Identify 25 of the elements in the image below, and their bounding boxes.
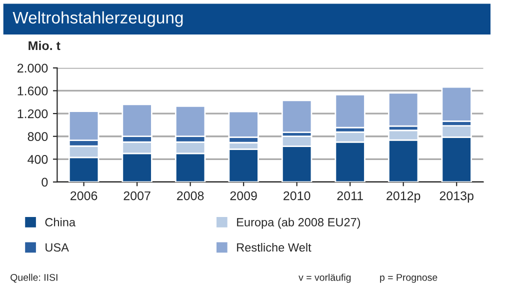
legend-label: Europa (ab 2008 EU27) (237, 218, 360, 229)
source-note: Quelle: IISI (10, 274, 58, 283)
legend-label: Restliche Welt (237, 242, 312, 252)
x-tick-label: 2008 (177, 191, 204, 200)
x-tick-label: 2013p (440, 191, 474, 203)
y-tick-label: 800 (28, 132, 48, 142)
x-tick-label: 2011 (337, 191, 363, 200)
x-tick-label: 2009 (230, 191, 257, 200)
y-axis-title: Mio. t (28, 40, 60, 50)
y-tick-label: 400 (28, 154, 48, 164)
bar (281, 100, 312, 134)
x-tick-label: 2010 (284, 191, 310, 200)
x-tick-label: 2007 (124, 191, 150, 200)
text: v = vorläufig (298, 274, 351, 283)
x-tick-label: 2006 (70, 191, 98, 200)
y-tick-label: 0 (42, 178, 48, 187)
legend-label: USA (46, 243, 69, 252)
chart-title: Weltrohstahlerzeugung (12, 11, 183, 27)
y-tick-label: 1.600 (18, 86, 48, 96)
y-tick-label: 1.200 (18, 109, 48, 118)
y-tick-label: 2.000 (18, 64, 48, 73)
legend-label: China (45, 218, 76, 226)
x-tick-label: 2012p (386, 191, 420, 203)
bar (388, 92, 419, 127)
text: p = Prognose (380, 274, 438, 283)
